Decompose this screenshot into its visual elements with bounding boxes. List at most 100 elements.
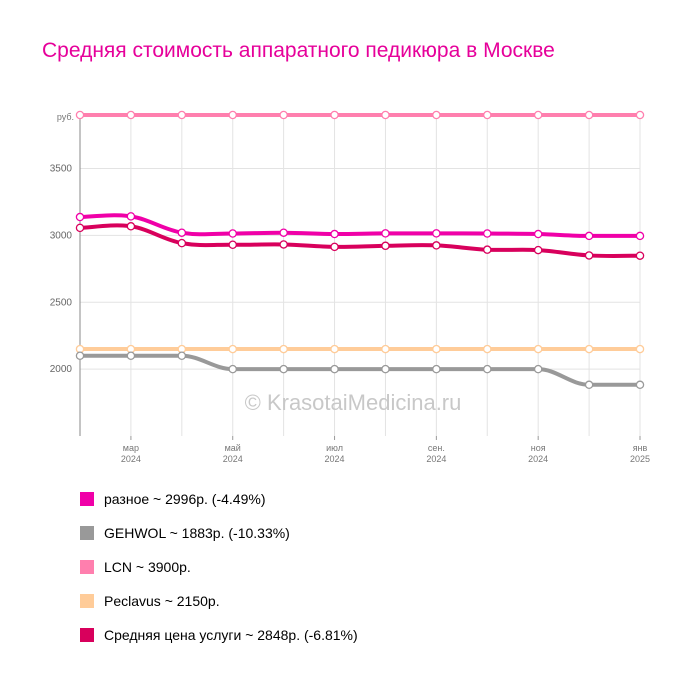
data-point [330, 344, 339, 354]
legend-item-peclavus[interactable]: Peclavus ~ 2150р. [80, 584, 358, 618]
x-tick-label-month: янв [633, 443, 648, 453]
watermark: © KrasotaiMedicina.ru [245, 390, 462, 415]
data-point [279, 110, 288, 120]
data-point [381, 241, 390, 251]
data-point [432, 344, 441, 354]
data-point [483, 364, 492, 374]
data-point [75, 351, 85, 360]
y-tick-label: 3000 [50, 230, 73, 241]
data-point [177, 351, 187, 360]
data-point [533, 364, 543, 374]
data-point [279, 240, 288, 249]
data-point [635, 231, 645, 241]
legend-swatch [80, 628, 94, 642]
x-tick-label-year: 2024 [426, 454, 446, 464]
data-point [483, 344, 492, 354]
data-point [330, 229, 339, 239]
data-point [177, 228, 187, 237]
data-point [75, 110, 85, 120]
data-point [228, 240, 237, 249]
data-point [584, 110, 594, 120]
series-разное [75, 212, 645, 241]
data-point [635, 251, 645, 260]
series-layer [75, 110, 645, 390]
grid-layer [79, 115, 641, 436]
series-line [78, 213, 642, 238]
legend-item-lcn[interactable]: LCN ~ 3900р. [80, 550, 358, 584]
data-point [177, 110, 187, 120]
legend-label: Peclavus ~ 2150р. [104, 593, 220, 609]
y-axis-label: руб. [57, 112, 74, 122]
legend: разное ~ 2996р. (-4.49%) GEHWOL ~ 1883р.… [80, 482, 358, 652]
x-tick-label-month: июл [326, 443, 343, 453]
data-point [432, 229, 441, 238]
data-point [75, 212, 85, 222]
x-tick-label-year: 2024 [325, 454, 345, 464]
series-gehwol [75, 351, 645, 390]
x-tick-label-year: 2024 [528, 454, 548, 464]
legend-swatch [80, 526, 94, 540]
data-point [228, 364, 237, 374]
data-point [126, 110, 136, 120]
data-point [126, 351, 136, 360]
series-line [78, 223, 642, 258]
data-point [381, 364, 390, 374]
y-tick-label: 3500 [50, 164, 73, 175]
series-средняя-цена-услуги [75, 222, 645, 260]
data-point [635, 380, 645, 390]
data-point [483, 229, 492, 238]
data-point [432, 241, 441, 250]
data-point [584, 251, 594, 260]
data-point [330, 364, 339, 374]
legend-item-gehwol[interactable]: GEHWOL ~ 1883р. (-10.33%) [80, 516, 358, 550]
data-point [432, 364, 441, 374]
legend-item-average[interactable]: Средняя цена услуги ~ 2848р. (-6.81%) [80, 618, 358, 652]
data-point [279, 344, 288, 354]
legend-label: LCN ~ 3900р. [104, 559, 191, 575]
data-point [381, 344, 390, 354]
y-tick-label: 2500 [50, 297, 73, 308]
data-point [177, 238, 187, 248]
axis-layer: руб.2000250030003500мар2024май2024июл202… [50, 112, 650, 464]
series-peclavus [75, 344, 645, 354]
data-point [330, 242, 339, 252]
legend-item-raznoe[interactable]: разное ~ 2996р. (-4.49%) [80, 482, 358, 516]
data-point [126, 212, 136, 221]
x-tick-label-month: май [225, 443, 241, 453]
legend-swatch [80, 492, 94, 506]
data-point [381, 110, 390, 120]
y-tick-label: 2000 [50, 364, 73, 375]
x-tick-label-month: ноя [531, 443, 546, 453]
data-point [635, 344, 645, 354]
data-point [533, 245, 543, 255]
data-point [533, 110, 543, 120]
data-point [279, 228, 288, 237]
data-point [533, 229, 543, 239]
x-tick-label-year: 2024 [223, 454, 243, 464]
x-tick-label-year: 2024 [121, 454, 141, 464]
data-point [126, 222, 136, 231]
data-point [381, 229, 390, 238]
data-point [533, 344, 543, 354]
legend-label: разное ~ 2996р. (-4.49%) [104, 491, 266, 507]
data-point [330, 110, 339, 120]
series-lcn [75, 110, 645, 120]
data-point [228, 110, 237, 120]
data-point [635, 110, 645, 120]
data-point [584, 344, 594, 354]
legend-swatch [80, 560, 94, 574]
data-point [584, 380, 594, 390]
chart-title: Средняя стоимость аппаратного педикюра в… [42, 39, 555, 62]
x-tick-label-month: мар [123, 443, 139, 453]
legend-label: Средняя цена услуги ~ 2848р. (-6.81%) [104, 627, 358, 643]
data-point [584, 231, 594, 241]
data-point [483, 110, 492, 120]
legend-label: GEHWOL ~ 1883р. (-10.33%) [104, 525, 290, 541]
data-point [75, 223, 85, 233]
data-point [432, 110, 441, 120]
data-point [483, 245, 492, 254]
series-line [78, 353, 642, 387]
x-tick-label-month: сен. [428, 443, 445, 453]
data-point [279, 364, 288, 374]
